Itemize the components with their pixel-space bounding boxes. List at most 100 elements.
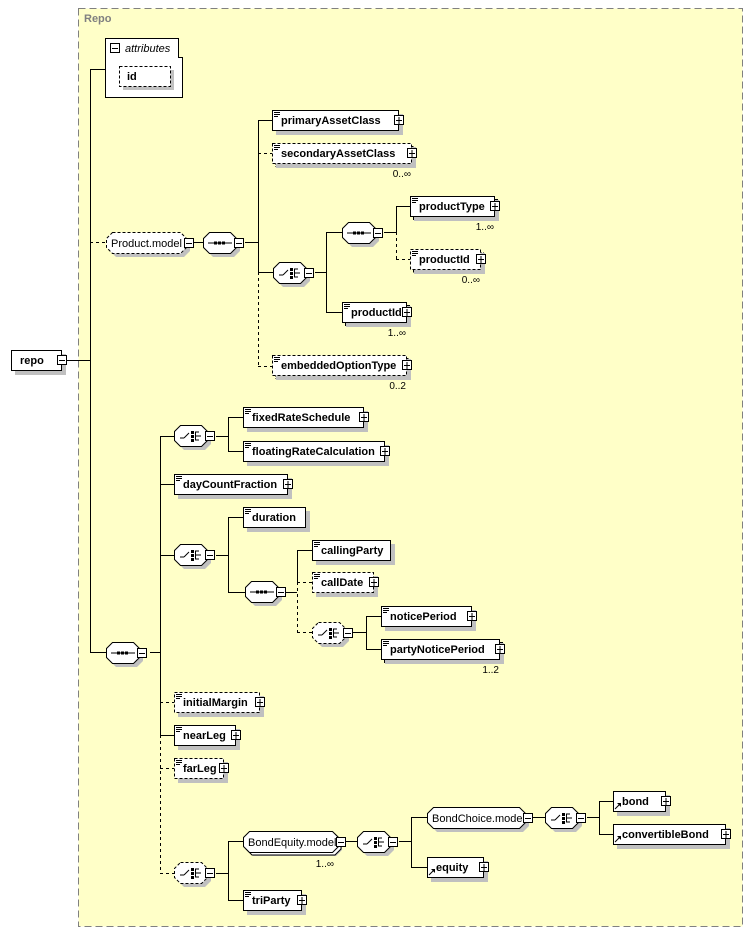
element-fixedRateSchedule[interactable]: fixedRateSchedule (243, 407, 369, 433)
element-repo[interactable]: repo (11, 350, 67, 376)
group-product_model[interactable]: Product.model (106, 232, 194, 258)
element-dayCountFraction[interactable]: dayCountFraction (174, 474, 293, 500)
group-bondChoice_model[interactable]: BondChoice.model (427, 807, 533, 833)
element-productType[interactable]: productType 1..∞ (410, 196, 500, 234)
element-box[interactable] (312, 540, 391, 561)
collapse-icon[interactable] (137, 648, 147, 658)
element-duration[interactable]: duration (243, 507, 311, 533)
choice-compositor[interactable] (545, 807, 586, 833)
element-label: partyNoticePeriod (390, 644, 485, 656)
element-productId_opt[interactable]: productId 0..∞ (410, 249, 486, 287)
documentation-icon (176, 694, 182, 699)
sequence-compositor[interactable] (106, 642, 147, 668)
collapse-icon[interactable] (57, 355, 67, 365)
reference-arrow-icon (428, 869, 435, 876)
sequence-compositor[interactable] (203, 232, 244, 258)
element-floatingRateCalculation[interactable]: floatingRateCalculation (243, 441, 390, 467)
expand-icon[interactable] (721, 829, 731, 839)
collapse-icon[interactable] (184, 238, 194, 248)
expand-icon[interactable] (394, 115, 404, 125)
choice-compositor[interactable] (273, 262, 314, 288)
expand-icon[interactable] (407, 148, 417, 158)
occurrence-label: 1..∞ (388, 328, 406, 339)
element-box[interactable] (272, 143, 412, 164)
documentation-icon (344, 304, 350, 309)
expand-icon[interactable] (402, 307, 412, 317)
element-box[interactable] (243, 507, 306, 528)
sequence-compositor[interactable] (245, 581, 286, 607)
collapse-icon[interactable] (373, 228, 383, 238)
element-primaryAssetClass[interactable]: primaryAssetClass (272, 110, 404, 136)
collapse-icon[interactable] (523, 813, 533, 823)
choice-compositor[interactable] (174, 544, 215, 570)
group-box[interactable] (106, 232, 187, 254)
element-triParty[interactable]: triParty (243, 890, 307, 916)
documentation-icon (383, 608, 389, 613)
collapse-icon[interactable] (576, 813, 586, 823)
element-partyNoticePeriod[interactable]: partyNoticePeriod 1..2 (381, 639, 505, 677)
choice-icon (180, 868, 201, 879)
element-convertibleBond[interactable]: convertibleBond (613, 824, 731, 850)
element-callDate[interactable]: callDate (312, 572, 379, 598)
element-box[interactable] (174, 758, 224, 779)
documentation-icon (245, 443, 251, 448)
element-equity[interactable]: equity (427, 857, 489, 883)
choice-compositor[interactable] (174, 862, 215, 888)
expand-icon[interactable] (255, 697, 265, 707)
element-box[interactable] (272, 355, 407, 376)
collapse-icon[interactable] (343, 628, 353, 638)
expand-icon[interactable] (231, 730, 241, 740)
collapse-icon[interactable] (336, 837, 346, 847)
choice-compositor[interactable] (174, 425, 215, 451)
reference-arrow-icon (614, 836, 621, 843)
element-productId[interactable]: productId 1..∞ (342, 302, 412, 340)
element-label: bond (622, 796, 649, 808)
element-label: farLeg (183, 763, 217, 775)
element-noticePeriod[interactable]: noticePeriod (381, 606, 477, 632)
collapse-icon[interactable] (205, 431, 215, 441)
attributes-box[interactable]: attributes id (105, 38, 183, 98)
expand-icon[interactable] (359, 412, 369, 422)
occurrence-label: 0..∞ (462, 275, 480, 286)
collapse-icon[interactable] (388, 837, 398, 847)
collapse-icon[interactable] (110, 43, 120, 53)
collapse-icon[interactable] (276, 587, 286, 597)
group-bondEquity_model[interactable]: BondEquity.model 1..∞ (243, 831, 346, 871)
expand-icon[interactable] (479, 862, 489, 872)
element-embeddedOptionType[interactable]: embeddedOptionType 0..2 (272, 355, 412, 393)
sequence-icon (111, 651, 135, 655)
sequence-compositor[interactable] (342, 222, 383, 248)
element-label: noticePeriod (390, 611, 457, 623)
expand-icon[interactable] (380, 446, 390, 456)
expand-icon[interactable] (476, 254, 486, 264)
collapse-icon[interactable] (234, 238, 244, 248)
collapse-icon[interactable] (205, 868, 215, 878)
collapse-icon[interactable] (304, 268, 314, 278)
collapse-icon[interactable] (205, 550, 215, 560)
expand-icon[interactable] (490, 201, 500, 211)
expand-icon[interactable] (219, 763, 229, 773)
documentation-icon (245, 509, 251, 514)
expand-icon[interactable] (369, 577, 379, 587)
reference-arrow-icon (614, 803, 621, 810)
attribute-id[interactable]: id (119, 66, 175, 91)
choice-compositor[interactable] (357, 831, 398, 857)
element-label: nearLeg (183, 730, 226, 742)
expand-icon[interactable] (402, 360, 412, 370)
element-bond[interactable]: bond (613, 791, 671, 817)
group-box[interactable] (243, 831, 339, 853)
choice-compositor[interactable] (312, 622, 353, 648)
expand-icon[interactable] (297, 895, 307, 905)
sequence-icon (250, 590, 274, 594)
expand-icon[interactable] (467, 611, 477, 621)
element-callingParty[interactable]: callingParty (312, 540, 396, 566)
group-box[interactable] (427, 807, 526, 829)
expand-icon[interactable] (495, 644, 505, 654)
expand-icon[interactable] (283, 479, 293, 489)
element-initialMargin[interactable]: initialMargin (174, 692, 265, 718)
element-secondaryAssetClass[interactable]: secondaryAssetClass 0..∞ (272, 143, 417, 181)
expand-icon[interactable] (661, 796, 671, 806)
element-farLeg[interactable]: farLeg (174, 758, 229, 784)
element-nearLeg[interactable]: nearLeg (174, 725, 241, 751)
